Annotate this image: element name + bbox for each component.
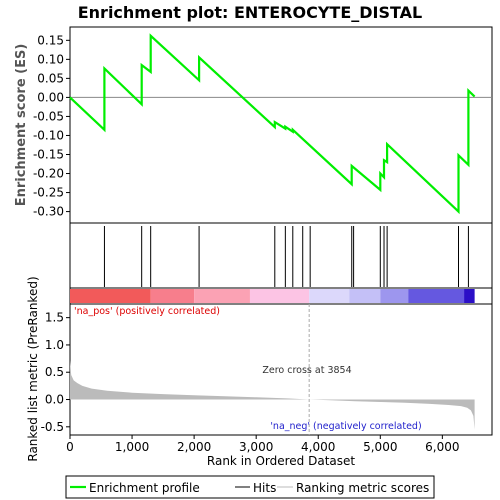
colorbar-segment (249, 289, 310, 303)
es-y-tick-label: -0.25 (33, 186, 64, 200)
metric-y-axis-label: Ranked list metric (PreRanked) (26, 276, 40, 461)
ranking-metric-area (70, 360, 475, 430)
metric-x-tick-label: 3,000 (239, 440, 273, 454)
metric-x-axis-label: Rank in Ordered Dataset (207, 454, 355, 468)
hits-panel-frame (69, 222, 493, 289)
es-y-tick-label: 0.05 (37, 71, 64, 85)
es-y-tick-label: -0.10 (33, 128, 64, 142)
colorbar-segment (380, 289, 409, 303)
colorbar-segment (349, 289, 381, 303)
legend: Enrichment profile Hits Ranking metric s… (65, 475, 435, 499)
metric-y-tick-label: 1.5 (45, 311, 64, 325)
hits-panel (69, 222, 493, 289)
metric-y-ticks: 1.5 1.0 0.5 0.0 -0.5 (41, 311, 70, 434)
legend-label-ranking: Ranking metric scores (296, 481, 429, 495)
metric-panel-frame (69, 303, 493, 436)
rank-colorbar (69, 287, 493, 305)
es-y-tick-label: -0.05 (33, 109, 64, 123)
metric-x-tick-label: 1,000 (115, 440, 149, 454)
colorbar-segment (309, 289, 350, 303)
metric-panel: 1.5 1.0 0.5 0.0 -0.5 0 1,000 2,000 3,000 4,000 5,… (26, 276, 493, 468)
colorbar-segment (70, 289, 151, 303)
metric-y-tick-label: 0.0 (45, 393, 64, 407)
metric-x-tick-label: 4,000 (301, 440, 335, 454)
es-y-tick-label: 0.00 (37, 90, 64, 104)
metric-x-tick-label: 2,000 (177, 440, 211, 454)
colorbar-segment (464, 289, 475, 303)
metric-x-tick-label: 6,000 (425, 440, 459, 454)
legend-label-enrichment: Enrichment profile (89, 481, 200, 495)
colorbar-segment (194, 289, 250, 303)
metric-y-tick-label: -0.5 (41, 420, 64, 434)
es-y-tick-label: 0.15 (37, 33, 64, 47)
metric-x-ticks: 0 1,000 2,000 3,000 4,000 5,000 6,000 (66, 435, 460, 454)
es-y-tick-label: -0.20 (33, 167, 64, 181)
colorbar-segments (70, 289, 475, 303)
neg-label: 'na_neg' (negatively correlated) (270, 421, 421, 432)
es-y-tick-label: -0.30 (33, 205, 64, 219)
metric-y-tick-label: 0.5 (45, 365, 64, 379)
legend-label-hits: Hits (253, 481, 276, 495)
chart-title: Enrichment plot: ENTEROCYTE_DISTAL (78, 3, 423, 22)
metric-x-tick-label: 5,000 (363, 440, 397, 454)
colorbar-segment (150, 289, 195, 303)
es-y-tick-label: -0.15 (33, 147, 64, 161)
metric-y-tick-label: 1.0 (45, 338, 64, 352)
pos-label: 'na_pos' (positively correlated) (74, 306, 220, 317)
enrichment-profile-line (69, 33, 476, 215)
colorbar-segment (408, 289, 465, 303)
es-y-axis-label: Enrichment score (ES) (14, 44, 29, 207)
hits-marks (103, 226, 469, 287)
zero-cross-label: Zero cross at 3854 (262, 365, 351, 376)
es-panel: 0.15 0.10 0.05 0.00 -0.05 -0.10 -0.15 -0.20 -0.2… (14, 26, 493, 224)
metric-x-tick-label: 0 (66, 440, 74, 454)
es-y-ticks: 0.15 0.10 0.05 0.00 -0.05 -0.10 -0.15 -0.20 -0.2… (33, 33, 70, 219)
es-y-tick-label: 0.10 (37, 52, 64, 66)
